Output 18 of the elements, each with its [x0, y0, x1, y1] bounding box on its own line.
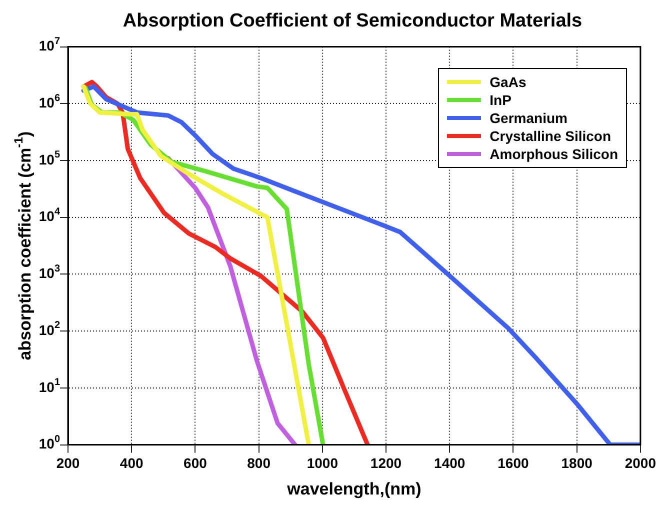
x-tick-label: 1800: [561, 455, 593, 472]
x-axis-title: wavelength,(nm): [286, 479, 422, 498]
legend-label: InP: [490, 91, 512, 109]
x-tick-label: 1600: [498, 455, 529, 472]
x-tick-label: 600: [184, 455, 208, 472]
legend-label: Crystalline Silicon: [490, 127, 612, 145]
x-tick-label: 400: [120, 455, 144, 472]
chart-title: Absorption Coefficient of Semiconductor Materials: [122, 10, 582, 32]
x-tick-label: 1000: [306, 455, 338, 472]
legend-label: Germanium: [490, 109, 568, 127]
x-tick-label: 1400: [434, 455, 466, 472]
x-tick-label: 2000: [624, 455, 656, 472]
x-tick-label: 1200: [370, 455, 402, 472]
legend-label: Amorphous Silicon: [490, 145, 618, 163]
legend-label: GaAs: [490, 73, 526, 91]
y-axis-title: absorption coefficient (cm-1): [12, 131, 35, 360]
x-tick-label: 800: [247, 455, 271, 472]
x-tick-label: 200: [56, 455, 80, 472]
